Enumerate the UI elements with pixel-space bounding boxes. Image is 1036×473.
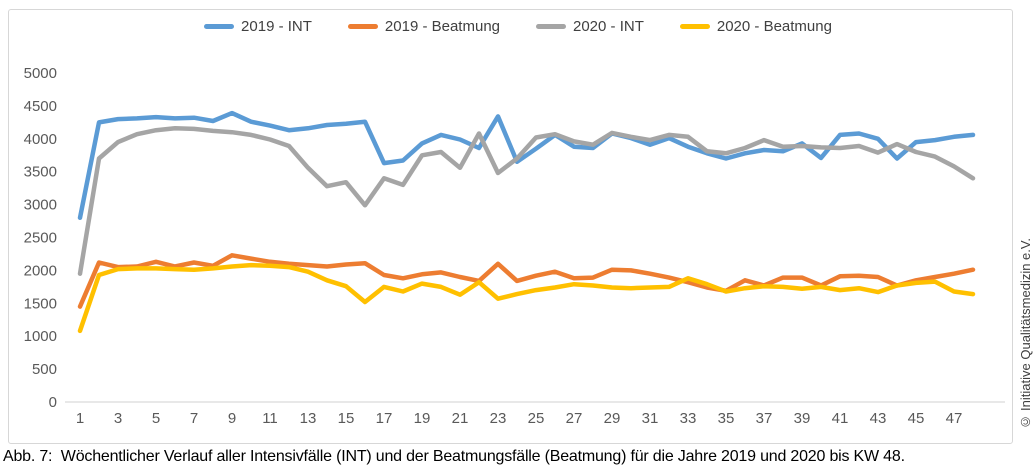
y-axis-tick-label: 3000: [24, 197, 57, 214]
legend-label: 2019 - INT: [241, 18, 312, 35]
y-axis-tick-label: 500: [32, 361, 57, 378]
x-axis-tick-label: 3: [114, 410, 122, 427]
x-axis-tick-label: 5: [152, 410, 160, 427]
copyright-vertical-text: © Initiative Qualitätsmedizin e.V.: [1018, 238, 1033, 430]
x-axis-tick-label: 15: [338, 410, 355, 427]
legend-item-3: 2020 - Beatmung: [679, 18, 832, 35]
x-axis-tick-label: 43: [870, 410, 887, 427]
legend-label: 2020 - Beatmung: [716, 18, 832, 35]
x-axis-tick-label: 27: [566, 410, 583, 427]
x-axis-tick-label: 31: [642, 410, 659, 427]
y-axis-tick-label: 0: [49, 394, 57, 411]
legend-item-1: 2019 - Beatmung: [347, 18, 500, 35]
x-axis-tick-label: 37: [756, 410, 773, 427]
x-axis-tick-label: 17: [376, 410, 393, 427]
y-axis-tick-label: 4000: [24, 131, 57, 148]
x-axis-tick-label: 45: [908, 410, 925, 427]
legend-swatch-icon: [204, 24, 235, 29]
y-axis-tick-label: 4500: [24, 98, 57, 115]
x-axis-tick-label: 25: [528, 410, 545, 427]
x-axis-tick-label: 33: [680, 410, 697, 427]
figure-caption: Abb. 7: Wöchentlicher Verlauf aller Inte…: [3, 448, 905, 465]
y-axis-tick-label: 3500: [24, 164, 57, 181]
chart-frame: [8, 9, 1013, 444]
x-axis-tick-label: 47: [946, 410, 963, 427]
chart-legend: 2019 - INT 2019 - Beatmung 2020 - INT 2020 …: [0, 18, 1036, 35]
legend-label: 2020 - INT: [573, 18, 644, 35]
x-axis-tick-label: 29: [604, 410, 621, 427]
x-axis-tick-label: 7: [190, 410, 198, 427]
legend-item-2: 2020 - INT: [536, 18, 644, 35]
legend-label: 2019 - Beatmung: [384, 18, 500, 35]
x-axis-tick-label: 21: [452, 410, 469, 427]
x-axis-tick-label: 39: [794, 410, 811, 427]
legend-swatch-icon: [679, 24, 710, 29]
legend-swatch-icon: [347, 24, 378, 29]
x-axis-tick-label: 23: [490, 410, 507, 427]
x-axis-tick-label: 11: [262, 410, 278, 427]
series-line-2019-beatmung: [77, 253, 976, 309]
x-axis-tick-label: 35: [718, 410, 735, 427]
y-axis-tick-label: 2000: [24, 262, 57, 279]
x-axis-tick-label: 41: [832, 410, 849, 427]
x-axis-tick-label: 19: [414, 410, 431, 427]
x-axis-tick-label: 9: [228, 410, 236, 427]
series-line-2019-int: [77, 110, 976, 221]
series-line-2020-int: [77, 126, 976, 276]
legend-item-0: 2019 - INT: [204, 18, 312, 35]
x-axis-tick-label: 13: [300, 410, 317, 427]
y-axis-tick-label: 5000: [24, 65, 57, 82]
y-axis-tick-label: 1500: [24, 295, 57, 312]
x-axis-tick-label: 1: [76, 410, 84, 427]
y-axis-tick-label: 1000: [24, 328, 57, 345]
series-line-2020-beatmung: [77, 262, 976, 334]
y-axis-tick-label: 2500: [24, 230, 57, 247]
legend-swatch-icon: [536, 24, 566, 29]
